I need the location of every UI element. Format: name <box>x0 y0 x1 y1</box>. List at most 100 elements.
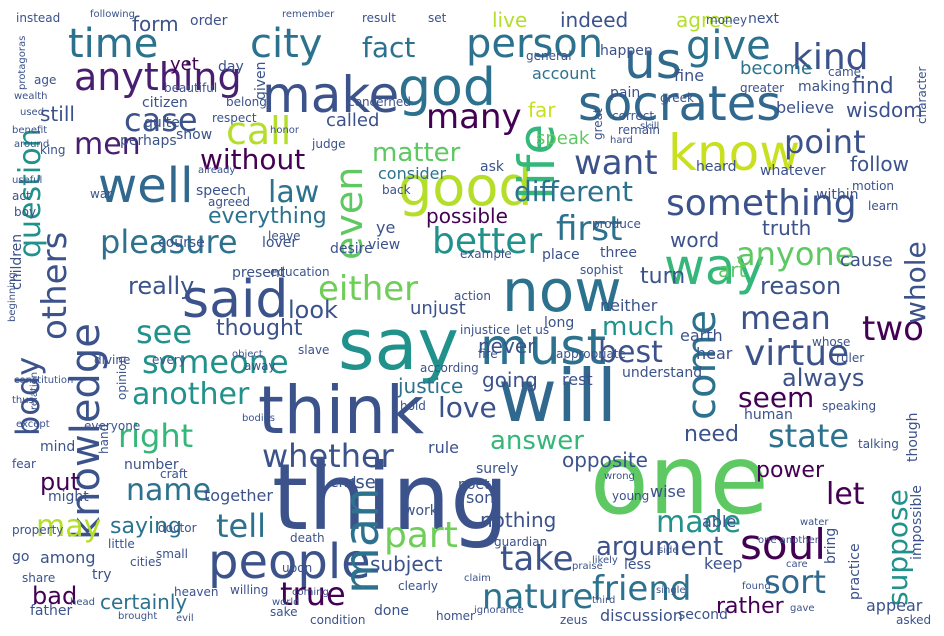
word-understand: understand <box>622 365 703 381</box>
word-ask: ask <box>480 159 504 175</box>
word-making: making <box>798 79 850 95</box>
word-boy: boy <box>14 205 37 219</box>
word-anything: anything <box>74 55 242 99</box>
word-rest: rest <box>562 370 593 389</box>
word-whether: whether <box>262 437 394 475</box>
word-wrong: wrong <box>604 471 635 482</box>
word-thing: thing <box>272 444 509 551</box>
word-whose: whose <box>812 335 851 349</box>
word-found: found <box>742 581 771 592</box>
word-whatever: whatever <box>760 163 826 179</box>
word-opposite: opposite <box>562 448 648 472</box>
word-next: next <box>748 11 780 27</box>
word-hear: hear <box>696 344 733 363</box>
word-able: able <box>702 512 737 531</box>
word-citizen: citizen <box>142 95 188 111</box>
word-people: people <box>208 534 371 590</box>
word-earth: earth <box>680 326 723 345</box>
word-father: father <box>30 603 73 619</box>
word-greek: greek <box>660 91 695 105</box>
word-ye: ye <box>376 218 396 237</box>
word-speaking: speaking <box>822 399 877 413</box>
word-men: men <box>74 127 141 162</box>
word-look: look <box>288 296 338 324</box>
word-good: good <box>398 155 533 218</box>
word-heaven: heaven <box>174 585 219 599</box>
word-hard: hard <box>610 135 633 146</box>
word-skill: skill <box>640 121 660 132</box>
word-form: form <box>132 12 179 36</box>
word-desire: desire <box>330 241 373 257</box>
word-heard: heard <box>696 159 737 175</box>
word-evil: evil <box>176 613 194 624</box>
word-less: less <box>624 557 652 573</box>
word-speak: speak <box>536 128 590 149</box>
word-end: end <box>330 475 357 491</box>
word-number: number <box>124 457 179 473</box>
word-wise: wise <box>650 482 686 501</box>
word-different: different <box>514 175 633 208</box>
word-much: much <box>602 312 675 342</box>
word-socrates: socrates <box>578 76 782 132</box>
word-greater: greater <box>740 81 785 95</box>
word-may: may <box>36 509 102 544</box>
word-fine: fine <box>674 66 705 85</box>
word-came: came <box>828 65 862 79</box>
word-perhaps: perhaps <box>120 133 177 149</box>
word-discussion: discussion <box>600 606 683 625</box>
word-state: state <box>768 417 850 455</box>
word-thus: thus <box>12 395 34 406</box>
word-impossible: impossible <box>909 485 925 560</box>
word-art: art <box>718 258 747 282</box>
word-place: place <box>542 247 580 263</box>
word-single: single <box>656 585 686 596</box>
word-point: point <box>784 123 866 161</box>
word-little: little <box>108 537 135 551</box>
word-find: find <box>852 74 894 99</box>
word-share: share <box>22 571 56 585</box>
word-judge: judge <box>312 137 346 151</box>
word-anyone: anyone <box>736 235 855 273</box>
word-cities: cities <box>130 555 162 569</box>
word-call: call <box>226 109 292 153</box>
word-subject: subject <box>370 552 443 576</box>
word-opinion: opinion <box>115 355 129 400</box>
word-benefit: benefit <box>12 125 48 136</box>
word-already: already <box>198 165 236 176</box>
word-kind: kind <box>792 37 869 78</box>
word-clearly: clearly <box>398 579 439 593</box>
word-learn: learn <box>868 199 899 213</box>
word-everyone: everyone <box>84 419 141 433</box>
word-guardian: guardian <box>494 535 548 549</box>
word-now: now <box>502 257 622 325</box>
word-either: either <box>318 269 419 309</box>
word-put: put <box>40 468 80 496</box>
word-will: will <box>498 354 617 438</box>
word-pleasure: pleasure <box>100 223 238 261</box>
word-power: power <box>756 458 824 483</box>
word-remember: remember <box>282 9 335 20</box>
word-great: great <box>591 108 605 140</box>
word-appear: appear <box>866 596 923 615</box>
word-say: say <box>338 304 459 386</box>
word-agree: agree <box>676 8 734 32</box>
word-bodies: bodies <box>242 413 275 424</box>
word-yet: yet <box>170 54 199 75</box>
word-action: action <box>454 289 491 303</box>
word-speech: speech <box>196 183 246 199</box>
word-zeus: zeus <box>560 613 588 627</box>
word-fire: fire <box>478 347 498 361</box>
word-slave: slave <box>298 343 330 357</box>
word-protagoras: protagoras <box>17 35 28 90</box>
word-leave: leave <box>268 229 301 243</box>
word-god: god <box>398 58 496 118</box>
word-produce: produce <box>592 217 641 231</box>
word-small: small <box>156 547 188 561</box>
word-city: city <box>250 21 323 67</box>
word-let: let <box>826 477 865 512</box>
word-constitution: constitution <box>14 375 74 386</box>
word-character: character <box>915 66 929 124</box>
word-present: present <box>232 265 286 281</box>
word-show: show <box>176 127 213 143</box>
word-honor: honor <box>270 125 300 136</box>
